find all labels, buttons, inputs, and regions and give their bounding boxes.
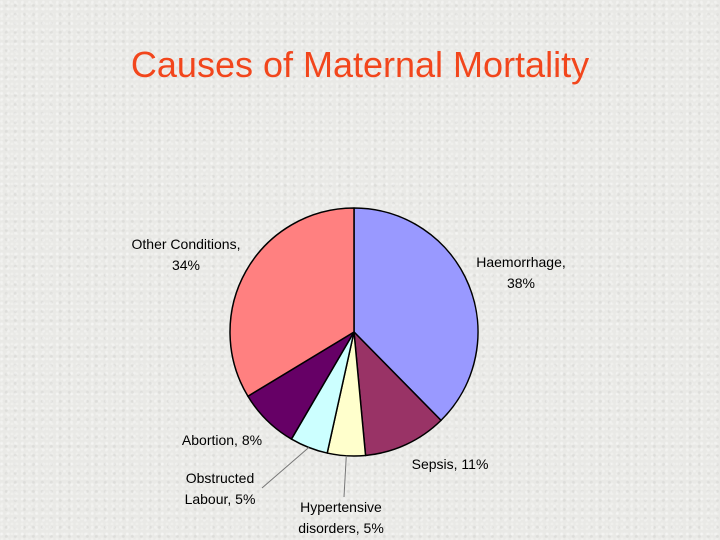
slice-label-line: 38%: [506, 275, 536, 291]
slice-label-abortion: Abortion, 8%: [174, 430, 270, 451]
slice-label-line: Haemorrhage,: [476, 254, 566, 270]
slice-label-line: 34%: [171, 257, 201, 273]
pie-slice-other-conditions: [229, 207, 355, 397]
slice-label-line: Obstructed: [185, 470, 255, 486]
slice-label-line: disorders, 5%: [298, 520, 384, 536]
pie-slices: [229, 207, 479, 457]
chart-title: Causes of Maternal Mortality: [130, 44, 590, 85]
slice-label-hypertensive: Hypertensive disorders, 5%: [286, 497, 396, 539]
slice-label-sepsis: Sepsis, 11%: [400, 454, 500, 475]
leader-line: [261, 447, 310, 489]
slice-label-other: Other Conditions, 34%: [124, 234, 248, 276]
leader-line: [343, 455, 347, 498]
leader-lines: [261, 447, 347, 498]
slice-label-line: Other Conditions,: [131, 236, 241, 252]
pie-slice-haemorrhage: [353, 207, 479, 422]
slice-label-line: Abortion, 8%: [181, 432, 263, 448]
slice-label-line: Hypertensive: [300, 499, 382, 515]
slice-label-line: Labour, 5%: [184, 491, 256, 507]
slice-label-haemorrhage: Haemorrhage, 38%: [466, 252, 576, 294]
slice-label-line: Sepsis, 11%: [411, 456, 489, 472]
pie-slice-sepsis: [353, 331, 442, 457]
slice-label-obstructed: Obstructed Labour, 5%: [175, 468, 265, 510]
